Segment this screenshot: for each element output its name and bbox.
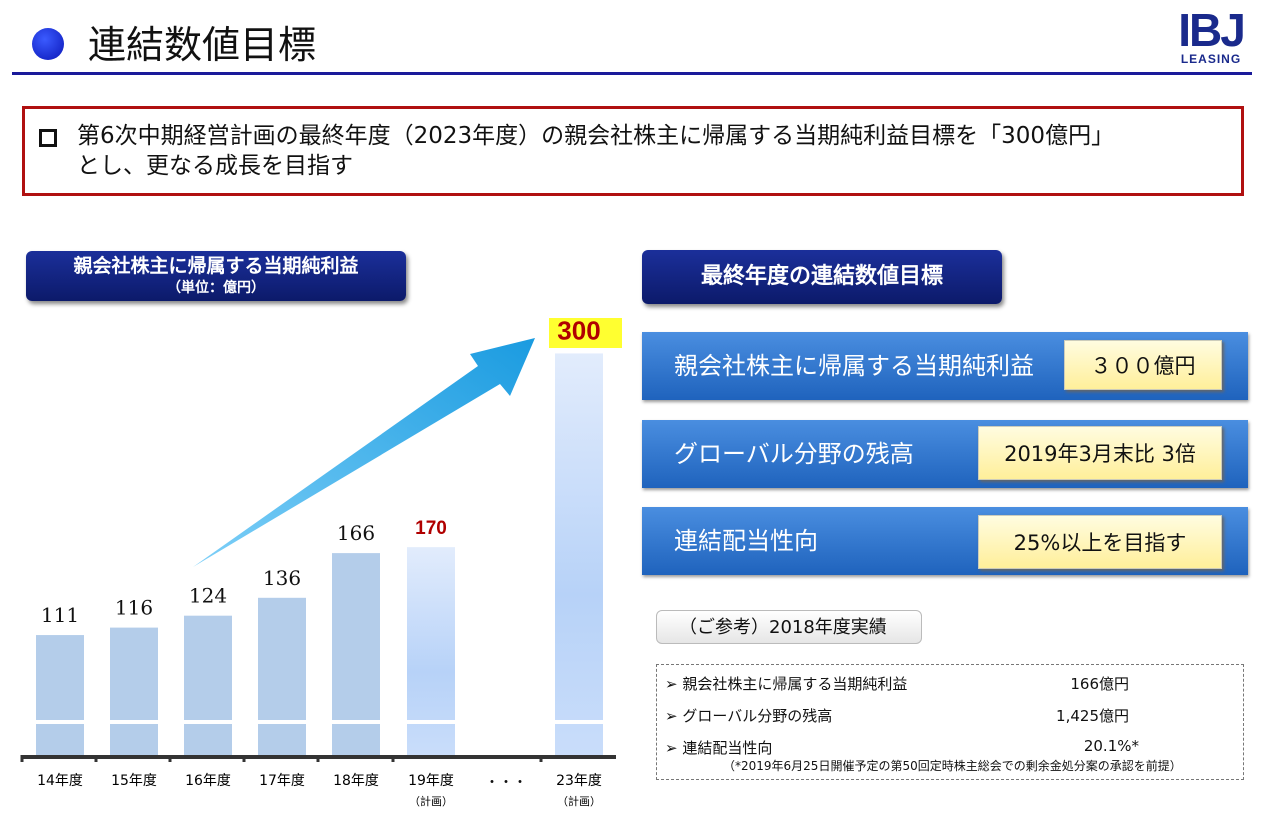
reference-item: ➢ 連結配当性向 [665, 739, 773, 757]
target-label: 連結配当性向 [674, 527, 818, 555]
category-label: 16年度 [185, 773, 231, 789]
category-label: 19年度 [408, 773, 454, 789]
value-label: 116 [115, 596, 153, 620]
axis-break-mark [554, 720, 604, 724]
reference-value: 166億円 [1070, 675, 1129, 693]
message-line-2: とし、更なる成長を目指す [77, 153, 353, 179]
title-bullet-icon [32, 28, 64, 60]
bar-23年度 [555, 353, 603, 755]
category-label: 15年度 [111, 773, 157, 789]
chart-unit: （単位：億円） [167, 280, 265, 296]
category-label: 18年度 [333, 773, 379, 789]
footnote: （*2019年6月25日開催予定の第50回定時株主総会での剰余金処分案の承認を前… [723, 759, 1182, 773]
bar-14年度 [36, 635, 84, 755]
chart-title: 親会社株主に帰属する当期純利益 [73, 255, 359, 277]
axis-break-mark [183, 720, 233, 724]
category-label: 23年度 [556, 773, 602, 789]
axis-break-mark [331, 720, 381, 724]
growth-arrow [193, 338, 535, 567]
key-message-box: 第6次中期経営計画の最終年度（2023年度）の親会社株主に帰属する当期純利益目標… [22, 106, 1244, 196]
reference-item: ➢ 親会社株主に帰属する当期純利益 [665, 675, 908, 693]
axis-break-mark [257, 720, 307, 724]
reference-box: ➢ 親会社株主に帰属する当期純利益 166億円 ➢ グローバル分野の残高 1,4… [656, 664, 1244, 780]
value-label: 124 [189, 584, 227, 608]
net-income-bar-chart: 111 14年度 116 15年度 124 16年度 136 17年度 166 18年度 170 19… [20, 315, 622, 808]
target-row-net-income: 親会社株主に帰属する当期純利益 ３００億円 [642, 332, 1248, 400]
axis-break-mark [406, 720, 456, 724]
value-label: 300 [557, 315, 600, 345]
target-row-payout: 連結配当性向 25%以上を目指す [642, 507, 1248, 575]
target-value: ３００億円 [1064, 340, 1222, 390]
bar-16年度 [184, 615, 232, 755]
square-bullet-icon [39, 129, 57, 147]
bar-18年度 [332, 553, 380, 755]
category-label: 17年度 [259, 773, 305, 789]
bar-15年度 [110, 627, 158, 755]
reference-value: 1,425億円 [1056, 707, 1129, 725]
value-label: 111 [41, 603, 79, 627]
reference-title: （ご参考）2018年度実績 [656, 610, 922, 644]
highlight-300 [549, 318, 622, 348]
page-title: 連結数値目標 [88, 23, 317, 67]
reference-value: 20.1%* [1083, 737, 1139, 755]
target-row-global: グローバル分野の残高 2019年3月末比 3倍 [642, 420, 1248, 488]
axis-break-mark [35, 720, 85, 724]
category-sublabel: （計画） [557, 794, 601, 808]
value-label: 136 [263, 566, 301, 590]
axis-break-mark [109, 720, 159, 724]
targets-title-pill: 最終年度の連結数値目標 [642, 250, 1002, 304]
target-label: グローバル分野の残高 [674, 440, 914, 468]
target-label: 親会社株主に帰属する当期純利益 [674, 352, 1034, 380]
header-divider [12, 72, 1252, 75]
target-value: 2019年3月末比 3倍 [978, 426, 1222, 480]
category-sublabel: （計画） [409, 794, 453, 808]
chart-title-pill: 親会社株主に帰属する当期純利益 （単位：億円） [26, 251, 406, 301]
bar-17年度 [258, 597, 306, 755]
ellipsis-label: ・・・ [485, 775, 527, 791]
target-value: 25%以上を目指す [978, 515, 1222, 569]
reference-item: ➢ グローバル分野の残高 [665, 707, 833, 725]
value-label: 166 [337, 521, 375, 545]
ibj-leasing-logo: IBJ LEASING [1178, 4, 1246, 66]
value-label: 170 [415, 518, 447, 539]
category-label: 14年度 [37, 773, 83, 789]
message-line-1: 第6次中期経営計画の最終年度（2023年度）の親会社株主に帰属する当期純利益目標… [77, 123, 1115, 149]
